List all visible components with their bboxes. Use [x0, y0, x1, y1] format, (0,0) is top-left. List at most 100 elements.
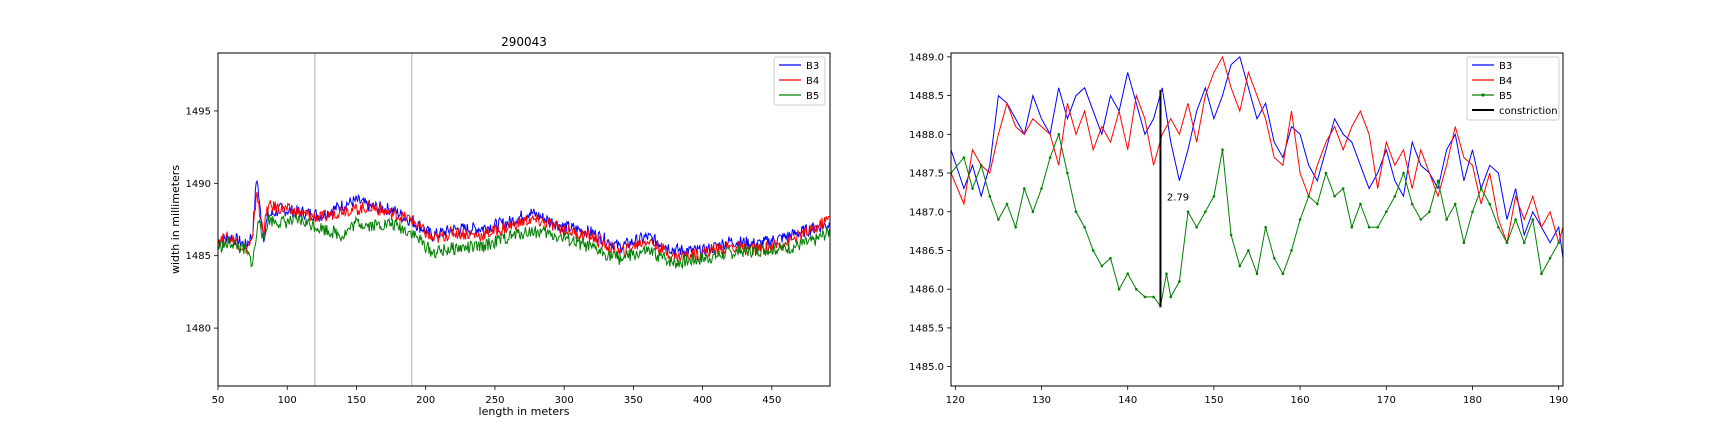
overview-x-axis-label: length in meters [479, 405, 570, 418]
overview-axes-frame [217, 52, 831, 387]
zoom-b5-point [997, 218, 1000, 221]
zoom-b5-point [1100, 264, 1104, 268]
zoom-b5-point [1031, 210, 1035, 214]
overview-plot-area [218, 53, 830, 386]
overview-legend-label-b4: B4 [806, 76, 819, 87]
zoom-legend-marker-b5 [1481, 93, 1485, 97]
zoom-y-tick-label: 1488.0 [909, 130, 944, 141]
overview-x-tick-label: 250 [485, 395, 504, 406]
zoom-b5-point [1522, 241, 1526, 245]
zoom-b5-point [1091, 249, 1095, 252]
zoom-b5-point [1316, 202, 1319, 206]
zoom-b5-point [1048, 156, 1052, 159]
overview-x-tick-label: 150 [347, 395, 366, 406]
zoom-b5-point [1221, 148, 1224, 152]
zoom-b5-point [1350, 225, 1354, 229]
zoom-b5-point [1040, 187, 1043, 190]
overview-ticks: 50 100 150 200 250 300 350 400 450 1480 1485 1490 14… [186, 106, 782, 406]
zoom-b5-point [1548, 256, 1552, 260]
zoom-b5-point [1143, 295, 1147, 299]
zoom-legend: B3 B4 B5 constriction [1466, 56, 1560, 121]
zoom-b5-point [1152, 295, 1155, 299]
zoom-b5-point [1367, 225, 1371, 229]
constriction-annotation: 2.79 [1167, 192, 1189, 203]
zoom-b5-point [1453, 202, 1457, 206]
overview-panel: 290043 50 100 150 200 250 300 350 400 450 1480 148… [169, 35, 831, 418]
zoom-b5-point [1307, 194, 1311, 198]
zoom-axes-frame [950, 52, 1564, 387]
zoom-b5-point [1557, 241, 1560, 245]
zoom-x-tick-label: 120 [946, 395, 965, 406]
overview-legend-label-b3: B3 [806, 61, 819, 72]
zoom-b5-point [1247, 249, 1250, 252]
overview-x-tick-label: 200 [416, 395, 435, 406]
zoom-b5-point [1479, 187, 1483, 190]
zoom-b5-point [1298, 218, 1302, 221]
zoom-b5-point [1384, 210, 1388, 214]
zoom-ticks: 120 130 140 150 160 170 180 190 1485.0 1485.5 1486… [909, 52, 1568, 406]
zoom-plot-area [951, 55, 1563, 308]
zoom-b5-point [1471, 210, 1474, 214]
zoom-b5-point [1531, 218, 1535, 221]
zoom-b5-point [1109, 256, 1112, 260]
zoom-b5-point [1255, 272, 1259, 276]
overview-legend-box [773, 56, 826, 106]
overview-y-axis-label: width in millimeters [169, 165, 182, 274]
zoom-b5-point [1238, 264, 1242, 268]
zoom-y-tick-label: 1487.5 [909, 169, 944, 180]
zoom-legend-box [1466, 56, 1560, 121]
zoom-legend-label-b5: B5 [1499, 91, 1512, 102]
zoom-y-tick-label: 1486.5 [909, 246, 944, 257]
zoom-b5-point [1057, 133, 1061, 136]
overview-x-tick-label: 350 [624, 395, 643, 406]
zoom-x-tick-label: 190 [1549, 395, 1568, 406]
zoom-b5-point [1505, 241, 1509, 245]
zoom-b5-point [1212, 194, 1216, 198]
zoom-x-tick-label: 130 [1032, 395, 1051, 406]
zoom-panel: 120 130 140 150 160 170 180 190 1485.0 1485.5 1486… [909, 52, 1568, 406]
zoom-b5-point [1203, 210, 1207, 214]
zoom-b5-point [1402, 171, 1405, 175]
zoom-b5-point [1083, 225, 1086, 229]
zoom-y-tick-label: 1485.0 [909, 362, 944, 373]
zoom-b5-point [962, 156, 966, 159]
zoom-b5-point [1393, 194, 1397, 198]
zoom-x-tick-label: 160 [1291, 395, 1310, 406]
zoom-y-tick-label: 1488.5 [909, 91, 944, 102]
zoom-b5-point [988, 194, 992, 198]
zoom-b5-point [1186, 210, 1190, 214]
overview-x-tick-label: 400 [693, 395, 712, 406]
zoom-legend-label-b4: B4 [1499, 76, 1512, 87]
overview-title: 290043 [501, 35, 547, 49]
zoom-b5-point [1410, 202, 1414, 206]
overview-series-b5-line [218, 214, 830, 270]
zoom-b5-point [1169, 295, 1173, 299]
zoom-b5-point [1229, 233, 1233, 237]
zoom-b5-point [1436, 179, 1440, 183]
zoom-y-tick-label: 1485.5 [909, 323, 944, 334]
zoom-x-tick-label: 140 [1118, 395, 1137, 406]
zoom-b5-point [1497, 225, 1500, 229]
zoom-y-tick-label: 1489.0 [909, 52, 944, 63]
zoom-x-tick-label: 150 [1204, 395, 1223, 406]
zoom-b5-point [1290, 249, 1293, 252]
zoom-b5-point [1117, 287, 1121, 291]
zoom-b5-point [1022, 187, 1026, 190]
zoom-b5-point [1341, 187, 1345, 190]
overview-y-tick-label: 1480 [186, 324, 211, 335]
zoom-b5-point [1445, 218, 1448, 221]
zoom-b5-point [1419, 218, 1423, 221]
overview-series-b4-line [218, 191, 830, 263]
overview-y-tick-label: 1490 [186, 179, 211, 190]
zoom-b5-point [1324, 171, 1328, 175]
zoom-b5-point [1066, 171, 1069, 175]
overview-y-tick-label: 1495 [186, 106, 211, 117]
zoom-b5-point [1014, 225, 1017, 229]
overview-legend: B3 B4 B5 [773, 56, 826, 106]
zoom-b5-point [1333, 194, 1336, 198]
zoom-b5-point [1074, 210, 1078, 214]
overview-legend-label-b5: B5 [806, 91, 819, 102]
zoom-b5-point [1178, 280, 1181, 283]
zoom-x-tick-label: 170 [1377, 395, 1396, 406]
